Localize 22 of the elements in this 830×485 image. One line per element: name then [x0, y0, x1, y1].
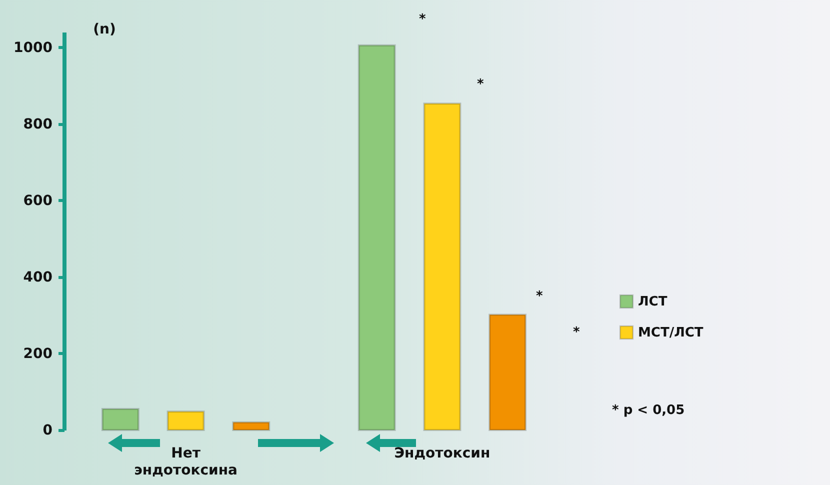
y-tick-label: 800: [23, 116, 53, 132]
text: *: [573, 325, 580, 340]
x-tick-label: Нет эндотоксина: [134, 446, 238, 478]
y-tick-label: 600: [23, 192, 53, 209]
legend-label: ЛСТ: [638, 294, 668, 310]
y-tick-label: 0: [42, 422, 53, 438]
legend-label: МСТ/ЛСТ: [638, 326, 704, 340]
y-tick-label: 400: [23, 269, 53, 286]
bar: [423, 102, 462, 431]
bar: [166, 410, 205, 431]
text: *: [419, 12, 426, 27]
x-tick-label: Эндотоксин: [394, 446, 490, 462]
bar: [358, 44, 396, 431]
y-tick-label: 1000: [14, 40, 53, 56]
y-tick-label: 200: [23, 346, 53, 362]
text: * p < 0,05: [612, 403, 685, 418]
bar: [488, 314, 527, 431]
y-axis-title: (n): [93, 22, 116, 38]
annotation: *: [536, 289, 543, 304]
annotation: *: [477, 77, 484, 92]
bar: [101, 408, 140, 431]
bar: [232, 421, 270, 431]
